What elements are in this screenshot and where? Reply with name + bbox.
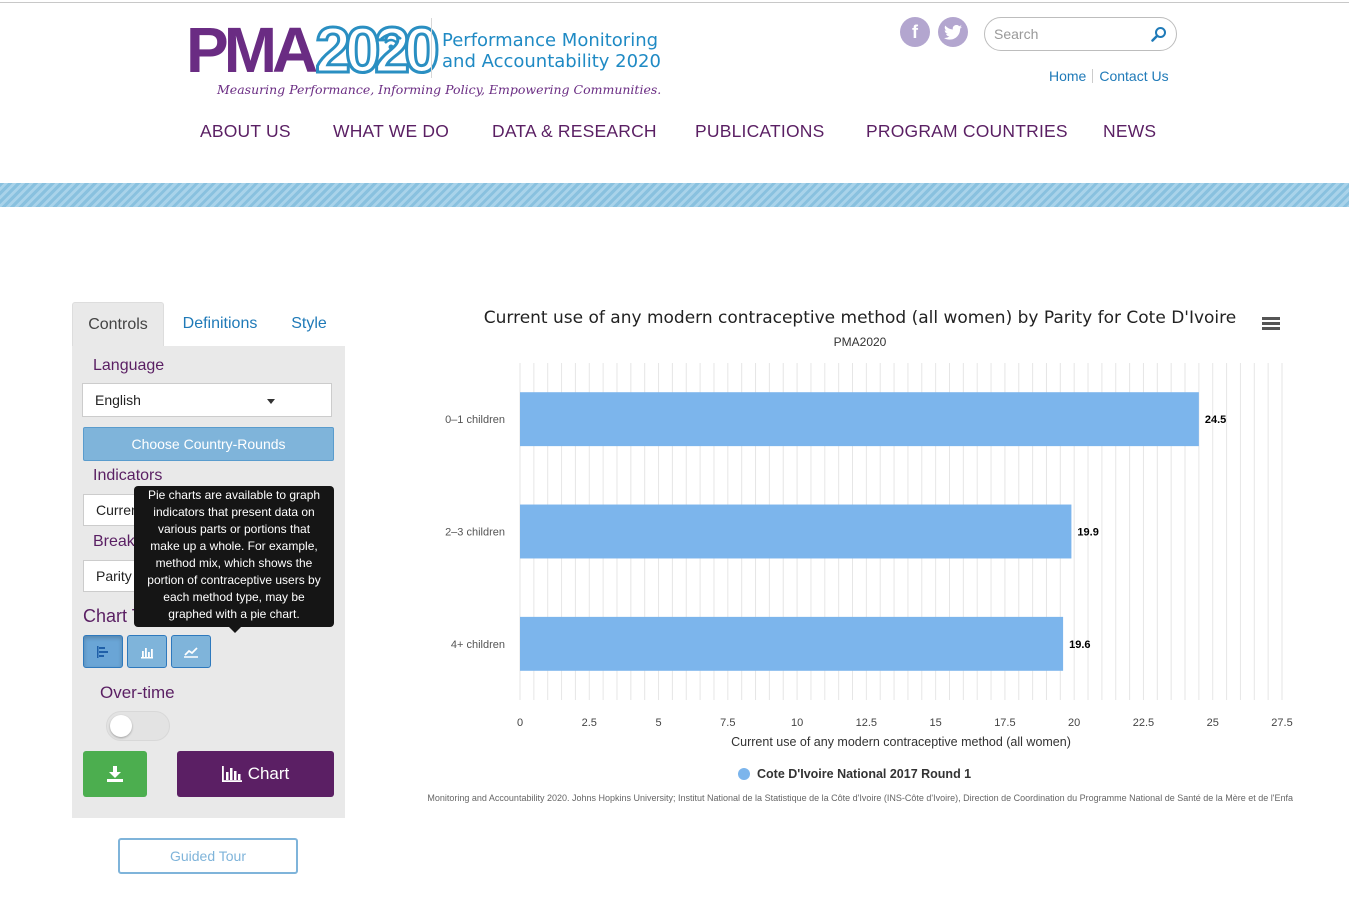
language-value: English xyxy=(95,392,141,408)
language-select[interactable]: English xyxy=(82,383,332,417)
indicators-label: Indicators xyxy=(93,467,163,484)
tab-style[interactable]: Style xyxy=(291,315,327,332)
bar-chart-type-button[interactable] xyxy=(83,635,123,668)
utility-links: Home Contact Us xyxy=(1049,68,1169,84)
nav-news[interactable]: NEWS xyxy=(1103,121,1157,141)
chart-subtitle: PMA2020 xyxy=(833,335,887,349)
nav-program-countries[interactable]: PROGRAM COUNTRIES xyxy=(866,121,1068,141)
chart-title: Current use of any modern contraceptive … xyxy=(483,308,1237,328)
indicator-value: Curren xyxy=(96,502,139,518)
language-label: Language xyxy=(93,357,165,374)
tick-label: 5 xyxy=(655,717,661,729)
guided-tour-button[interactable]: Guided Tour xyxy=(118,838,298,874)
line-chart-icon xyxy=(184,646,198,658)
chevron-down-icon xyxy=(267,399,275,404)
data-label: 19.9 xyxy=(1077,527,1098,539)
logo-pma-text: PMA xyxy=(186,14,318,86)
category-label: 4+ children xyxy=(451,639,505,651)
download-icon xyxy=(107,766,123,782)
category-label: 0–1 children xyxy=(445,414,505,426)
header-stripe xyxy=(0,183,1349,207)
tooltip-arrow xyxy=(229,627,241,633)
data-label: 24.5 xyxy=(1205,414,1226,426)
tick-label: 12.5 xyxy=(856,717,877,729)
site-title-line2: and Accountability 2020 xyxy=(442,51,661,72)
site-title: Performance Monitoring and Accountabilit… xyxy=(442,30,661,72)
tick-label: 7.5 xyxy=(720,717,735,729)
search-input[interactable] xyxy=(994,26,1144,42)
tick-label: 20 xyxy=(1068,717,1080,729)
legend-label: Cote D'Ivoire National 2017 Round 1 xyxy=(757,767,971,781)
legend-marker xyxy=(738,768,750,780)
bar xyxy=(520,392,1199,447)
tick-label: 25 xyxy=(1207,717,1219,729)
toggle-knob xyxy=(110,715,132,737)
download-button[interactable] xyxy=(83,751,147,797)
logo-2020-text: 2020 xyxy=(314,14,441,86)
bar xyxy=(520,616,1064,671)
horizontal-bar-icon xyxy=(97,645,108,658)
x-axis-label: Current use of any modern contraceptive … xyxy=(731,735,1071,749)
tick-label: 10 xyxy=(791,717,803,729)
column-chart-type-button[interactable] xyxy=(127,635,167,668)
over-time-toggle[interactable] xyxy=(106,711,170,741)
search-icon[interactable] xyxy=(1151,26,1167,42)
chart-credits-text: Performance Monitoring and Accountabilit… xyxy=(426,793,1293,803)
tab-definitions[interactable]: Definitions xyxy=(182,315,258,332)
tick-label: 0 xyxy=(517,717,523,729)
chart-type-tooltip: Pie charts are available to graph indica… xyxy=(134,486,334,627)
over-time-label: Over-time xyxy=(100,683,175,702)
nav-what-we-do[interactable]: WHAT WE DO xyxy=(333,121,450,141)
site-tagline: Measuring Performance, Informing Policy,… xyxy=(217,82,662,97)
line-chart-type-button[interactable] xyxy=(171,635,211,668)
data-label: 19.6 xyxy=(1069,639,1090,651)
column-chart-icon xyxy=(141,647,153,658)
chart-button[interactable]: Chart xyxy=(177,751,334,797)
pma2020-logo[interactable]: PMA 2020 xyxy=(186,14,441,86)
breakdown-label: Break xyxy=(93,533,135,550)
search-box[interactable] xyxy=(984,17,1177,51)
site-title-line1: Performance Monitoring xyxy=(442,30,659,51)
breakdown-value: Parity xyxy=(96,568,132,584)
wifi-icon xyxy=(380,33,402,50)
nav-publications[interactable]: PUBLICATIONS xyxy=(695,121,825,141)
chart-button-label: Chart xyxy=(247,764,290,783)
tick-label: 27.5 xyxy=(1271,717,1292,729)
logo-separator xyxy=(431,18,432,78)
tick-label: 17.5 xyxy=(994,717,1015,729)
tick-label: 15 xyxy=(930,717,942,729)
bar-chart-icon xyxy=(221,766,242,782)
twitter-icon[interactable] xyxy=(938,17,968,47)
bar-chart: 24.5 0–1 children 19.9 2–3 children 19.6 4+ c… xyxy=(445,363,1293,781)
tick-label: 22.5 xyxy=(1133,717,1154,729)
category-label: 2–3 children xyxy=(445,527,505,539)
top-divider xyxy=(0,2,1349,3)
chart-credits: Performance Monitoring and Accountabilit… xyxy=(426,793,1293,803)
contact-us-link[interactable]: Contact Us xyxy=(1099,68,1169,84)
tab-controls[interactable]: Controls xyxy=(72,302,164,346)
panel-tabs: Controls Definitions Style xyxy=(72,302,345,346)
home-link[interactable]: Home xyxy=(1049,68,1087,84)
link-divider xyxy=(1092,69,1094,83)
nav-data-research[interactable]: DATA & RESEARCH xyxy=(492,121,657,141)
tick-label: 2.5 xyxy=(582,717,597,729)
bar xyxy=(520,504,1072,559)
facebook-icon[interactable]: f xyxy=(900,17,930,47)
choose-country-rounds-button[interactable]: Choose Country-Rounds xyxy=(83,427,334,461)
chart-menu-icon[interactable] xyxy=(1262,317,1280,331)
nav-about-us[interactable]: ABOUT US xyxy=(200,121,291,141)
